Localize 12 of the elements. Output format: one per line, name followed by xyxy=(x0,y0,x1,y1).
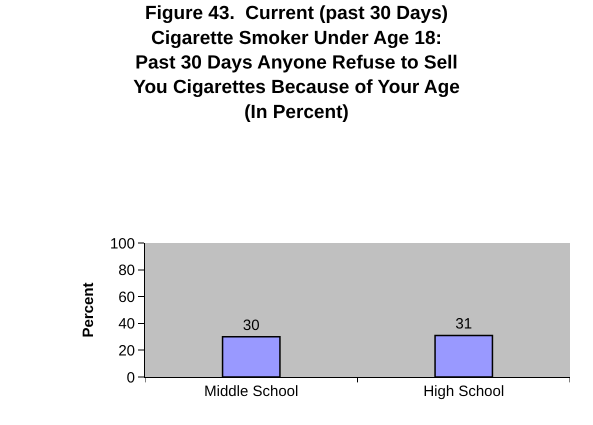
y-tick-label: 60 xyxy=(118,288,135,306)
y-tick-label: 100 xyxy=(110,235,135,252)
data-label: 30 xyxy=(242,316,260,334)
data-label: 31 xyxy=(455,315,472,332)
y-tick-label: 40 xyxy=(118,316,135,333)
x-tick-label: Middle School xyxy=(204,383,298,400)
x-tick-label: High School xyxy=(423,383,504,400)
y-axis-title: Percent xyxy=(80,282,98,338)
y-tick-label: 0 xyxy=(126,369,135,386)
chart-title: Figure 43. Current (past 30 Days) Cigarette Smoker Under Age 18: Past 30 Days Anyone Refuse to Sell You Cigarettes Because of Your Age (In Percent) xyxy=(133,3,460,123)
y-tick-label: 20 xyxy=(118,342,135,360)
y-tick-label: 80 xyxy=(118,262,135,280)
